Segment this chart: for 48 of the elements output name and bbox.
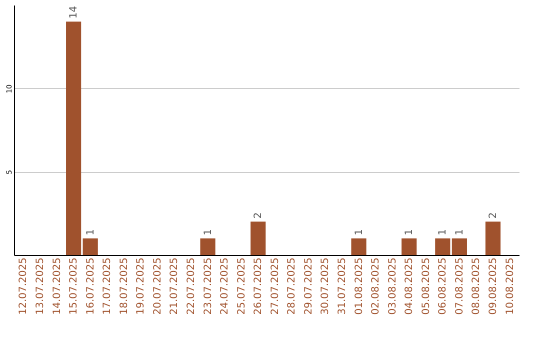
data-label: 2 (488, 212, 499, 219)
x-tick-label: 08.08.2025 (471, 258, 482, 315)
x-tick-label: 21.07.2025 (169, 258, 180, 315)
x-tick-label: 01.08.2025 (354, 258, 365, 315)
x-tick-label: 05.08.2025 (420, 258, 432, 315)
x-tick-label: 30.07.2025 (320, 258, 332, 315)
bar (200, 238, 216, 255)
x-tick-label: 27.07.2025 (270, 258, 281, 315)
x-tick-label: 10.08.2025 (504, 258, 516, 315)
x-tick-label: 26.07.2025 (253, 258, 264, 315)
data-label: 1 (202, 228, 214, 236)
x-tick-label: 31.07.2025 (337, 258, 348, 315)
x-tick-label: 07.08.2025 (454, 258, 466, 315)
bar (82, 238, 98, 255)
bar (402, 238, 417, 255)
bar (485, 222, 501, 255)
x-tick-label: 15.07.2025 (68, 258, 80, 315)
data-label: 1 (354, 228, 365, 236)
x-tick-label: 19.07.2025 (136, 258, 147, 315)
bar (351, 238, 366, 255)
x-tick-label: 29.07.2025 (303, 258, 314, 315)
x-tick-label: 24.07.2025 (220, 258, 231, 315)
data-label: 1 (85, 228, 96, 236)
x-tick-label: 18.07.2025 (118, 258, 130, 315)
x-tick-label: 22.07.2025 (186, 258, 197, 315)
x-tick-label: 02.08.2025 (370, 258, 382, 315)
bar (435, 238, 450, 255)
x-tick-label: 09.08.2025 (488, 258, 499, 315)
x-tick-label: 23.07.2025 (202, 258, 214, 315)
data-label: 14 (68, 6, 80, 19)
x-tick-label: 03.08.2025 (387, 258, 398, 315)
bar (250, 222, 266, 255)
data-label: 2 (253, 212, 264, 219)
bar (66, 22, 82, 255)
x-tick-label: 06.08.2025 (438, 258, 449, 315)
x-tick-label: 28.07.2025 (286, 258, 298, 315)
x-tick-label: 25.07.2025 (236, 258, 248, 315)
data-label: 1 (438, 228, 449, 236)
x-tick-label: 16.07.2025 (85, 258, 96, 315)
data-label: 1 (404, 228, 416, 236)
x-tick-label: 04.08.2025 (404, 258, 416, 315)
bar (452, 238, 467, 255)
x-tick-label: 14.07.2025 (52, 258, 63, 315)
x-tick-label: 12.07.2025 (18, 258, 30, 315)
x-tick-label: 17.07.2025 (102, 258, 114, 315)
data-label: 1 (454, 228, 466, 236)
x-tick-label: 20.07.2025 (152, 258, 164, 315)
x-tick-label: 13.07.2025 (35, 258, 46, 315)
